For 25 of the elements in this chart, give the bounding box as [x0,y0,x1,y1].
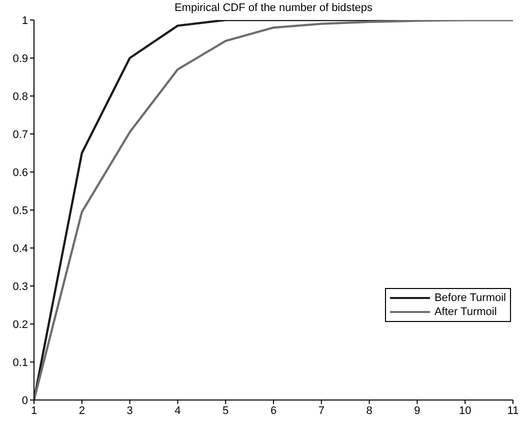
y-tick-label: 1 [22,14,28,27]
chart-title: Empirical CDF of the number of bidsteps [173,2,374,14]
x-tick-label: 9 [414,404,420,417]
x-tick-label: 7 [318,404,324,417]
y-tick-label: 0.7 [12,128,28,141]
x-tick-label: 5 [222,404,229,417]
y-tick-label: 0.2 [12,318,28,331]
x-tick-label: 1 [30,404,38,417]
x-tick-label: 3 [126,404,133,417]
y-tick-label: 0 [22,394,28,407]
y-tick-label: 0.3 [12,280,28,293]
x-tick-label: 4 [174,404,181,417]
y-tick-label: 0.5 [12,204,28,217]
y-tick-label: 0.8 [12,90,28,103]
legend-label: After Turmoil [434,305,497,319]
x-tick-label: 6 [270,404,277,417]
x-tick-label: 10 [458,404,472,417]
x-tick-label: 11 [507,404,519,417]
x-tick-label: 8 [366,404,372,417]
y-tick-label: 0.6 [12,166,28,179]
x-tick-label: 2 [78,404,85,417]
y-tick-label: 0.1 [12,356,28,369]
y-tick-label: 0.9 [12,52,28,65]
y-tick-label: 0.4 [12,242,28,255]
legend-label: Before Turmoil [434,291,506,305]
